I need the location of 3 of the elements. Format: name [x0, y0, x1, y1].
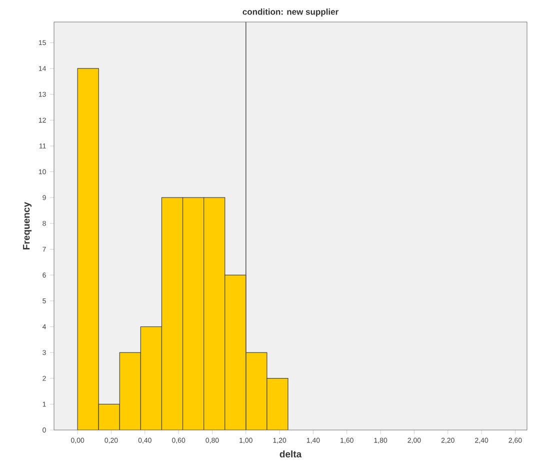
y-axis-title: Frequency — [23, 202, 32, 250]
chart-title: condition: new supplier — [242, 8, 338, 16]
x-axis-title: delta — [280, 450, 302, 458]
